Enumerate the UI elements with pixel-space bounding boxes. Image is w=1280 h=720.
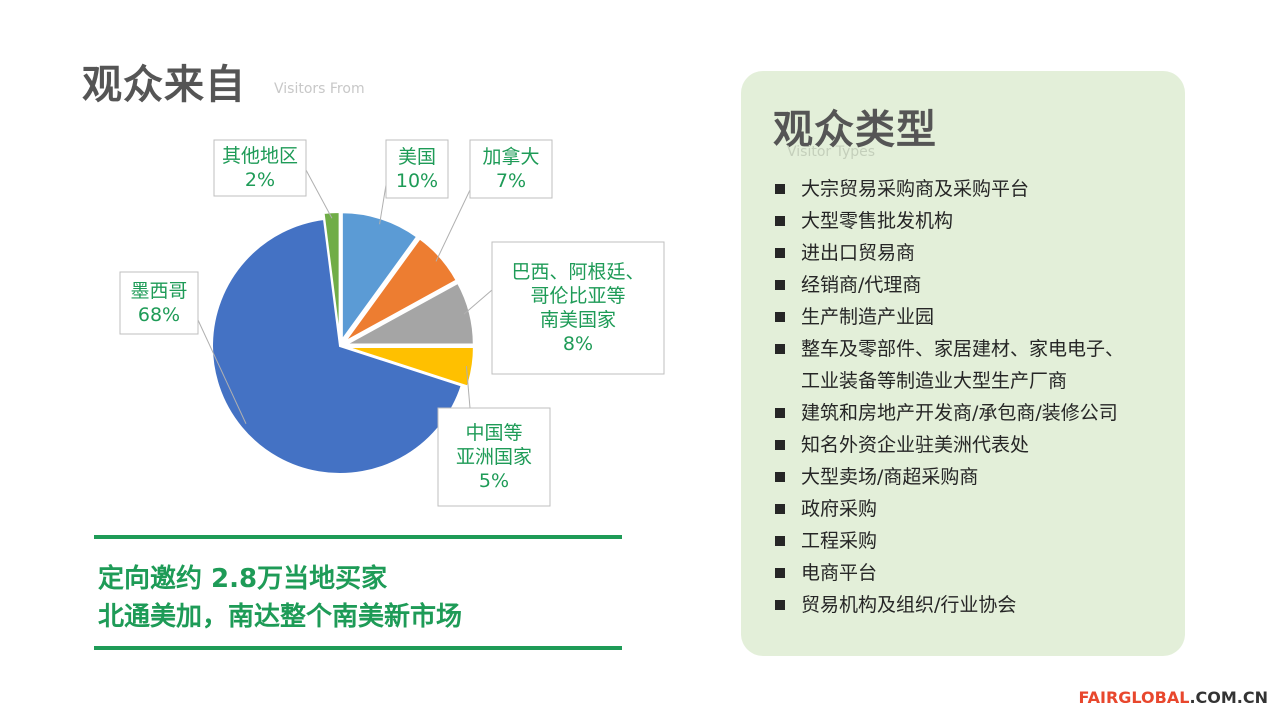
leader-line-mexico <box>197 319 247 424</box>
square-bullet-icon <box>775 440 785 450</box>
square-bullet-icon <box>775 536 785 546</box>
brand-logo: FAIRGLOBAL.COM.CN <box>1079 688 1268 707</box>
callout-box-south-america <box>491 241 665 375</box>
visitors-from-title: 观众来自 <box>82 62 246 108</box>
callout-box-canada <box>469 139 553 199</box>
slice-label-usa: 美国 <box>398 146 436 168</box>
slice-label-mexico: 墨西哥 <box>130 280 187 302</box>
visitor-type-text: 整车及零部件、家居建材、家电电子、 工业装备等制造业大型生产厂商 <box>801 338 1125 392</box>
square-bullet-icon <box>775 184 785 194</box>
slice-label-south-america: 巴西、阿根廷、 <box>511 261 644 283</box>
slice-percent-south-america: 8% <box>563 333 593 355</box>
visitor-type-text: 建筑和房地产开发商/承包商/装修公司 <box>801 402 1118 424</box>
callout-box-mexico <box>119 271 199 335</box>
leader-line-south-america <box>463 289 493 315</box>
visitor-types-panel: 观众类型 Visitor Types 大宗贸易采购商及采购平台 大型零售批发机构进… <box>741 71 1185 656</box>
brand-domain: .COM.CN <box>1189 688 1268 707</box>
visitor-type-item: 大型零售批发机构 <box>775 205 1175 237</box>
visitor-type-text: 生产制造产业园 <box>801 306 935 328</box>
pie-slice-other-regions <box>322 211 341 341</box>
slice-label-south-america: 哥伦比亚等 <box>530 285 625 307</box>
square-bullet-icon <box>775 280 785 290</box>
pie-slices <box>211 211 475 475</box>
visitor-type-item: 进出口贸易商 <box>775 237 1175 269</box>
leader-line-asia <box>465 365 471 409</box>
visitor-type-text: 工程采购 <box>801 530 878 552</box>
slice-percent-other-regions: 2% <box>245 169 275 191</box>
visitor-type-item: 建筑和房地产开发商/承包商/装修公司 <box>775 397 1175 429</box>
pie-leader-lines <box>197 169 493 424</box>
pie-slice-south-america <box>345 281 475 346</box>
visitor-type-item: 大宗贸易采购商及采购平台 <box>775 173 1175 205</box>
visitor-type-text: 大型零售批发机构 <box>801 210 954 232</box>
visitor-type-item: 政府采购 <box>775 493 1175 525</box>
pie-slice-usa <box>340 211 419 344</box>
callout-box-other-regions <box>213 139 307 197</box>
slice-label-canada: 加拿大 <box>482 145 539 168</box>
slice-percent-asia: 5% <box>479 470 509 492</box>
slice-label-asia: 中国等 <box>465 422 522 444</box>
visitor-type-text: 知名外资企业驻美洲代表处 <box>801 434 1030 456</box>
visitor-types-list: 大宗贸易采购商及采购平台 大型零售批发机构 进出口贸易商 经销商/代理商 生产制造产业园… <box>775 173 1175 621</box>
visitor-type-item: 经销商/代理商 <box>775 269 1175 301</box>
callout-box-asia <box>437 407 551 507</box>
pie-slice-canada <box>343 237 459 343</box>
square-bullet-icon <box>775 344 785 354</box>
square-bullet-icon <box>775 472 785 482</box>
highlight-line-1: 定向邀约 2.8万当地买家 <box>98 564 388 594</box>
visitor-type-text: 贸易机构及组织/行业协会 <box>801 594 1017 616</box>
pie-slice-mexico <box>211 217 463 475</box>
slice-percent-canada: 7% <box>496 170 526 192</box>
visitor-type-item: 生产制造产业园 <box>775 301 1175 333</box>
visitor-type-text: 电商平台 <box>801 562 878 584</box>
visitor-type-text: 大型卖场/商超采购商 <box>801 466 979 488</box>
slice-label-south-america: 南美国家 <box>540 309 616 331</box>
square-bullet-icon <box>775 600 785 610</box>
visitor-types-title: 观众类型 <box>773 107 937 153</box>
visitors-from-subtitle: Visitors From <box>274 81 365 97</box>
visitor-type-text: 进出口贸易商 <box>801 242 916 264</box>
square-bullet-icon <box>775 568 785 578</box>
leader-line-usa <box>379 184 387 225</box>
brand-name: FAIRGLOBAL <box>1078 688 1190 707</box>
visitor-type-text: 经销商/代理商 <box>801 274 922 296</box>
slice-label-asia: 亚洲国家 <box>456 446 532 468</box>
highlight-top-rule <box>94 535 622 539</box>
visitor-type-item: 整车及零部件、家居建材、家电电子、 工业装备等制造业大型生产厂商 <box>775 333 1175 397</box>
leader-line-canada <box>435 189 471 262</box>
highlight-bottom-rule <box>94 646 622 650</box>
square-bullet-icon <box>775 504 785 514</box>
slice-percent-usa: 10% <box>396 170 438 192</box>
square-bullet-icon <box>775 248 785 258</box>
visitor-type-item: 贸易机构及组织/行业协会 <box>775 589 1175 621</box>
visitor-type-item: 电商平台 <box>775 557 1175 589</box>
callout-box-usa <box>385 139 449 199</box>
square-bullet-icon <box>775 312 785 322</box>
visitor-type-text: 政府采购 <box>801 498 878 520</box>
leader-line-other-regions <box>305 169 333 219</box>
square-bullet-icon <box>775 408 785 418</box>
visitor-type-item: 知名外资企业驻美洲代表处 <box>775 429 1175 461</box>
slice-percent-mexico: 68% <box>138 304 180 326</box>
visitor-type-item: 大型卖场/商超采购商 <box>775 461 1175 493</box>
slice-label-other-regions: 其他地区 <box>222 145 298 167</box>
square-bullet-icon <box>775 216 785 226</box>
visitor-type-text: 大宗贸易采购商及采购平台 <box>801 178 1030 200</box>
visitor-types-subtitle: Visitor Types <box>787 144 876 160</box>
highlight-line-2: 北通美加，南达整个南美新市场 <box>98 602 463 632</box>
visitor-type-item: 工程采购 <box>775 525 1175 557</box>
